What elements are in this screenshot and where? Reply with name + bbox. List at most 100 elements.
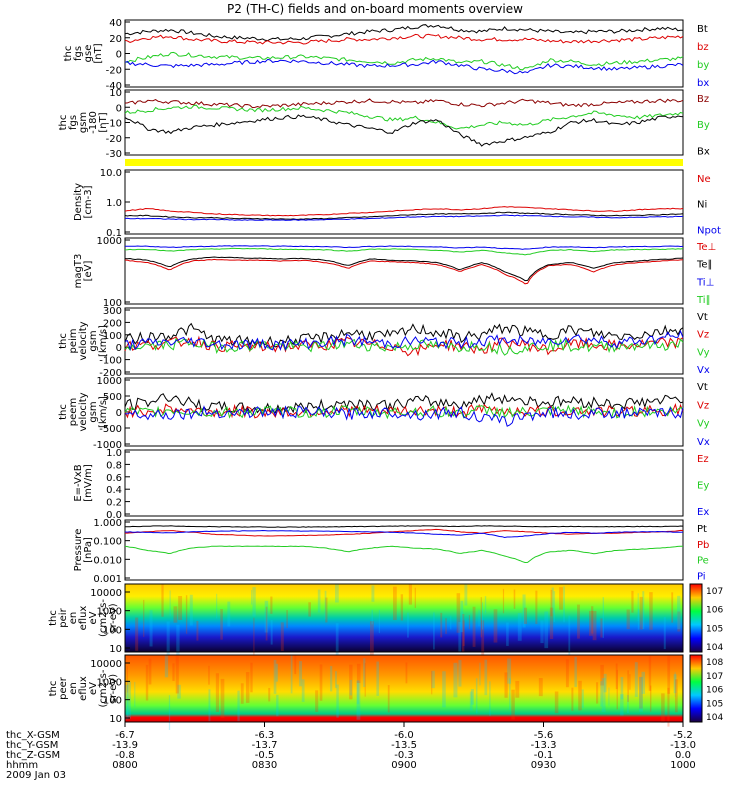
y-tick-label: 0 bbox=[116, 343, 122, 354]
spectrogram-streak bbox=[169, 590, 171, 616]
spectrogram-streak bbox=[637, 609, 640, 630]
legend-entry: Ex bbox=[697, 507, 709, 518]
spectrogram-streak bbox=[371, 609, 374, 625]
legend-entry: Vx bbox=[697, 437, 710, 448]
spectrogram-streak bbox=[671, 592, 674, 623]
x-axis-value: 0830 bbox=[252, 760, 277, 771]
spectrogram-streak bbox=[549, 607, 554, 639]
y-tick-label: 0.010 bbox=[93, 555, 122, 566]
y-tick-label: 0.100 bbox=[93, 537, 122, 548]
y-tick-label: 10 bbox=[109, 644, 122, 655]
spectrogram-streak bbox=[535, 590, 538, 624]
spectrogram-streak bbox=[461, 613, 465, 653]
y-axis-label-line: peem bbox=[68, 398, 79, 426]
spectrogram-streak bbox=[475, 678, 478, 714]
spectrogram-streak bbox=[166, 621, 170, 662]
spectrogram-streak bbox=[453, 662, 458, 698]
y-tick-label: 100 bbox=[103, 625, 122, 636]
spectrogram-streak bbox=[511, 689, 515, 720]
spectrogram-streak bbox=[667, 687, 670, 727]
y-tick-label: 0.2 bbox=[106, 498, 122, 509]
spectrogram-streak bbox=[442, 671, 446, 708]
spectrogram-streak bbox=[161, 584, 164, 617]
x-axis-value: -5.2 bbox=[673, 730, 693, 741]
y-axis-label-line: gse bbox=[83, 45, 94, 63]
y-tick-label: -10 bbox=[106, 119, 122, 130]
y-axis-label: E=-VxB [mV/m] bbox=[73, 464, 94, 502]
y-axis-label-line: [nT] bbox=[93, 43, 104, 63]
spectrogram-streak bbox=[431, 671, 433, 695]
y-axis-label-line: gsm bbox=[78, 112, 89, 133]
spectrogram-streak bbox=[551, 587, 554, 614]
y-axis-label: Pressure [nPa] bbox=[73, 529, 94, 572]
spectrogram-streak bbox=[251, 589, 253, 605]
legend-entry: Vt bbox=[697, 312, 708, 323]
y-axis-label-line: -180 bbox=[88, 111, 99, 134]
spectrogram-streak bbox=[639, 596, 643, 630]
spectrogram bbox=[125, 655, 683, 722]
legend-entry: by bbox=[697, 60, 709, 71]
spectrogram-streak bbox=[540, 620, 544, 644]
spectrogram-streak bbox=[408, 584, 413, 605]
y-tick-label: 20 bbox=[109, 34, 122, 45]
y-axis-label-line: [nPa] bbox=[83, 537, 94, 563]
spectrogram-streak bbox=[445, 618, 447, 634]
spectrogram-streak bbox=[620, 676, 624, 700]
y-tick-label: 1.000 bbox=[93, 518, 122, 529]
y-axis-label-line: thc bbox=[58, 404, 69, 420]
spectrogram-streak bbox=[315, 690, 319, 712]
y-axis-label-line: sr-eV) bbox=[108, 674, 119, 703]
series-line bbox=[124, 322, 684, 348]
spectrogram-streak bbox=[178, 596, 183, 621]
spectrogram-streak bbox=[363, 658, 366, 687]
spectrogram-streak bbox=[148, 658, 152, 685]
y-tick-label: 10.0 bbox=[100, 168, 122, 179]
legend-entry: Vy bbox=[697, 347, 710, 358]
y-tick-label: 0.001 bbox=[93, 574, 122, 585]
y-tick-label: -20 bbox=[106, 134, 122, 145]
y-axis-label-line: en bbox=[68, 682, 79, 695]
series-line bbox=[124, 525, 684, 528]
spectrogram-streak bbox=[335, 671, 337, 689]
spectrogram-streak bbox=[299, 661, 303, 687]
spectrogram-streak bbox=[387, 685, 390, 713]
colorbar-tick-label: 105 bbox=[706, 624, 723, 634]
y-axis-label-line: thc bbox=[48, 610, 59, 626]
y-axis-label-line: thc bbox=[48, 681, 59, 697]
spectrogram-streak bbox=[317, 589, 321, 613]
spectrogram-streak bbox=[596, 682, 599, 704]
spectrogram-streak bbox=[294, 655, 297, 675]
y-axis-label-line: [eV] bbox=[83, 261, 94, 282]
spectrogram-streak bbox=[648, 656, 652, 691]
spectrogram-streak bbox=[126, 666, 129, 693]
spectrogram-streak bbox=[544, 611, 549, 649]
y-tick-label: 1.0 bbox=[106, 448, 122, 459]
y-tick-label: -20 bbox=[106, 65, 122, 76]
y-tick-label: 0 bbox=[116, 103, 122, 114]
y-axis-label-line: peim bbox=[68, 328, 79, 353]
spectrogram-streak bbox=[220, 609, 223, 640]
spectrogram-streak bbox=[264, 600, 269, 633]
spectrogram-streak bbox=[270, 620, 273, 645]
y-axis-label: thc fgs gsm -180 [nT] bbox=[58, 111, 109, 134]
series-line bbox=[124, 58, 684, 75]
y-axis-label: thc peem velocity gsm [km/s] bbox=[58, 392, 109, 431]
legend-entry: Ni bbox=[697, 200, 707, 211]
spectrogram-streak bbox=[517, 613, 522, 641]
y-axis-label: thc peir en eflux eV (cm2-s-sr-eV) bbox=[48, 599, 119, 637]
spectrogram-streak bbox=[173, 606, 178, 623]
spectrogram-streak bbox=[470, 689, 474, 705]
spectrogram-streak bbox=[478, 610, 480, 627]
y-axis-label-line: thc bbox=[58, 115, 69, 131]
spectrogram-streak bbox=[330, 665, 333, 692]
spectrogram-streak bbox=[462, 620, 465, 647]
spectrogram-streak bbox=[250, 662, 253, 693]
spectrogram-streak bbox=[458, 621, 462, 653]
panel-temperature: 1000 100 Te⊥ Te∥ Ti⊥ Ti∥ magT3 [eV] bbox=[73, 236, 716, 309]
spectrogram-streak bbox=[589, 610, 593, 636]
y-axis-label-line: eV bbox=[88, 611, 99, 624]
x-axis-value: 0800 bbox=[112, 760, 137, 771]
y-axis-label: thc fgs gse [nT] bbox=[63, 43, 104, 63]
spectrogram-streak bbox=[641, 671, 646, 694]
panel-density: 10.0 1.0 0.1 Ne Ni Npot Density [cm-3] bbox=[73, 168, 721, 239]
